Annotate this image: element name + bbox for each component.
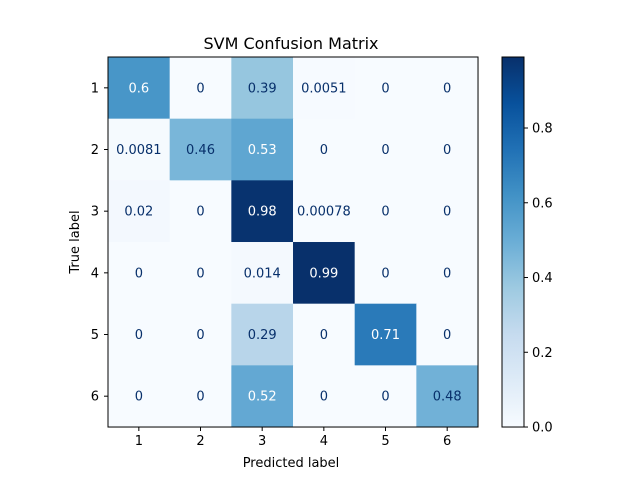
x-tick-label: 1 xyxy=(135,434,143,449)
axes: 1 2 3 4 5 6 1 2 3 4 5 6 xyxy=(91,56,479,449)
cell-value-label: 0.39 xyxy=(248,81,277,96)
y-tick-label: 2 xyxy=(91,143,99,158)
cell-value-label: 0.99 xyxy=(309,266,338,281)
heatmap-cell xyxy=(354,118,417,181)
cell-value-label: 0 xyxy=(135,328,143,343)
heatmap-cell xyxy=(108,365,171,428)
heatmap-cell xyxy=(231,118,294,181)
plot-frame xyxy=(107,56,479,428)
heatmap-cell xyxy=(293,303,356,366)
cell-value-label: 0.46 xyxy=(186,143,215,158)
cell-value-label: 0 xyxy=(381,205,389,220)
cell-value-label: 0.48 xyxy=(433,390,462,405)
cell-value-label: 0 xyxy=(135,266,143,281)
cell-value-label: 0.0081 xyxy=(116,143,162,158)
heatmap-cell xyxy=(354,365,417,428)
cell-value-label: 0 xyxy=(320,390,328,405)
heatmap-cell xyxy=(293,242,356,305)
y-tick-label: 5 xyxy=(91,328,99,343)
cell-value-label: 0 xyxy=(443,205,451,220)
y-axis-label: True label xyxy=(68,210,83,274)
cell-value-label: 0.29 xyxy=(248,328,277,343)
cell-value-label: 0.52 xyxy=(248,390,277,405)
cell-value-label: 0.71 xyxy=(371,328,400,343)
y-tick-label: 6 xyxy=(91,390,99,405)
cell-value-label: 0 xyxy=(135,390,143,405)
heatmap-cell xyxy=(416,365,479,428)
heatmap-cell xyxy=(108,242,171,305)
heatmap-cell xyxy=(231,303,294,366)
cell-value-label: 0 xyxy=(381,390,389,405)
cell-value-label: 0 xyxy=(320,143,328,158)
colorbar: 0.0 0.2 0.4 0.6 0.8 xyxy=(501,56,553,436)
cell-value-label: 0 xyxy=(381,266,389,281)
cell-value-label: 0 xyxy=(381,143,389,158)
heatmap-cell xyxy=(293,118,356,181)
heatmap-cell xyxy=(231,180,294,243)
cell-value-label: 0.00078 xyxy=(297,205,351,220)
heatmap-cell xyxy=(169,365,232,428)
heatmap-cell xyxy=(169,57,232,120)
heatmap-cell xyxy=(169,180,232,243)
heatmap-cell xyxy=(108,57,171,120)
heatmap-cell xyxy=(354,242,417,305)
cell-value-label: 0 xyxy=(196,266,204,281)
x-axis-label: Predicted label xyxy=(243,456,340,471)
cell-value-label: 0 xyxy=(196,390,204,405)
heatmap-cell xyxy=(293,180,356,243)
x-tick-label: 3 xyxy=(258,434,266,449)
heatmap-cell xyxy=(108,118,171,181)
cell-value-label: 0 xyxy=(443,143,451,158)
cell-value-label: 0 xyxy=(196,328,204,343)
colorbar-gradient xyxy=(501,56,525,428)
cell-value-label: 0.98 xyxy=(248,205,277,220)
colorbar-tick-label: 0.0 xyxy=(532,421,553,436)
cell-value-labels: 0.6 0 0.39 0.0051 0 0 0.0081 0.46 0.53 0 0 0 0.02 0 0.… xyxy=(116,81,462,404)
cell-value-label: 0.014 xyxy=(244,266,281,281)
heatmap-cell xyxy=(416,242,479,305)
heatmap-cell xyxy=(416,180,479,243)
y-tick-label: 1 xyxy=(91,81,99,96)
cell-value-label: 0 xyxy=(443,328,451,343)
heatmap-cell xyxy=(354,303,417,366)
cell-value-label: 0.0051 xyxy=(301,81,347,96)
cell-value-label: 0 xyxy=(320,328,328,343)
colorbar-tick-label: 0.6 xyxy=(532,196,553,211)
chart-title: SVM Confusion Matrix xyxy=(203,34,378,53)
heatmap-cell xyxy=(416,303,479,366)
cell-value-label: 0.53 xyxy=(248,143,277,158)
heatmap-cell xyxy=(169,242,232,305)
heatmap-cell xyxy=(108,180,171,243)
heatmap-cell xyxy=(293,57,356,120)
colorbar-tick-label: 0.4 xyxy=(532,271,553,286)
cell-value-label: 0 xyxy=(196,205,204,220)
cell-value-label: 0 xyxy=(196,81,204,96)
heatmap-cell xyxy=(169,118,232,181)
heatmap-cell xyxy=(108,303,171,366)
heatmap-cell xyxy=(354,180,417,243)
heatmap-cell xyxy=(231,57,294,120)
x-tick-label: 4 xyxy=(320,434,328,449)
heatmap-cell xyxy=(354,57,417,120)
cell-value-label: 0 xyxy=(443,266,451,281)
colorbar-tick-label: 0.8 xyxy=(532,122,553,137)
heatmap-cells xyxy=(108,57,479,428)
x-tick-label: 6 xyxy=(443,434,451,449)
y-tick-label: 4 xyxy=(91,266,99,281)
cell-value-label: 0 xyxy=(381,81,389,96)
heatmap-cell xyxy=(293,365,356,428)
x-tick-label: 5 xyxy=(381,434,389,449)
heatmap-cell xyxy=(416,57,479,120)
heatmap-cell xyxy=(169,303,232,366)
colorbar-tick-label: 0.2 xyxy=(532,346,553,361)
cell-value-label: 0.6 xyxy=(128,81,149,96)
cell-value-label: 0.02 xyxy=(124,205,153,220)
heatmap-cell xyxy=(416,118,479,181)
heatmap-cell xyxy=(231,242,294,305)
cell-value-label: 0 xyxy=(443,81,451,96)
y-tick-label: 3 xyxy=(91,205,99,220)
x-tick-label: 2 xyxy=(196,434,204,449)
heatmap-cell xyxy=(231,365,294,428)
